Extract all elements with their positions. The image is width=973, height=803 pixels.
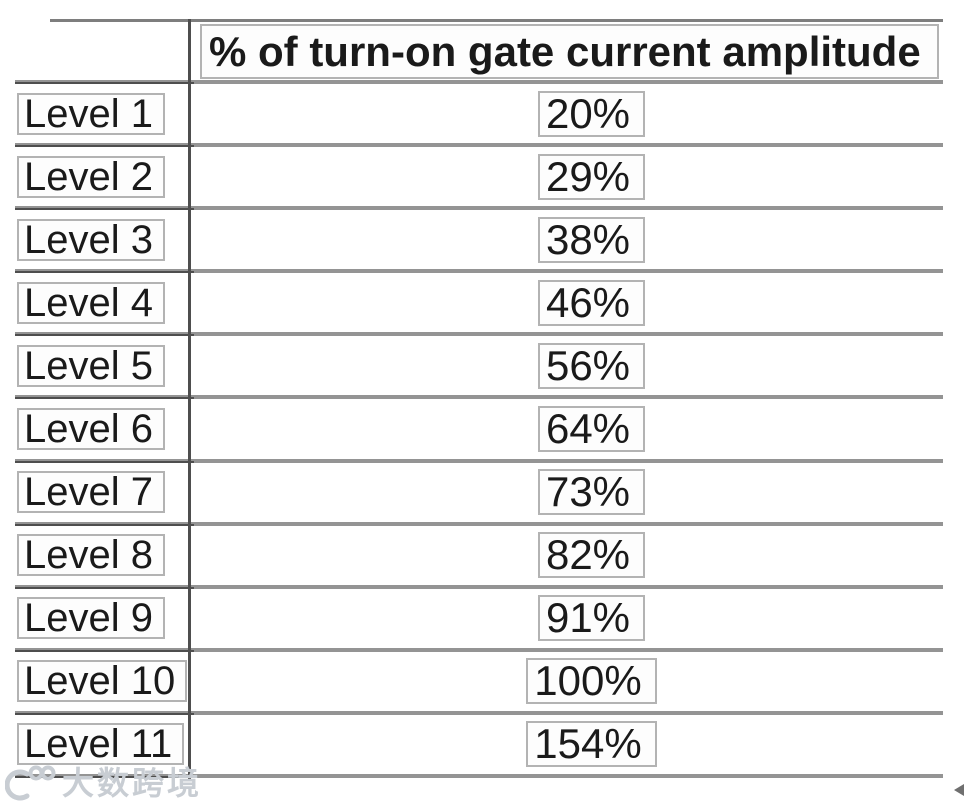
level-label: Level 1 [17,92,165,135]
percent-value: 73% [537,469,646,516]
table-row: Level 6 64% [15,399,943,458]
level-label-cell: Level 9 [15,589,188,648]
percent-value: 38% [537,216,646,263]
gate-current-levels-table: % of turn-on gate current amplitude Leve… [15,19,943,779]
header-value-cell: % of turn-on gate current amplitude [188,22,943,80]
left-triangle-icon [954,784,964,796]
row-rule [15,774,943,779]
table-row: Level 8 82% [15,526,943,585]
percent-value-cell: 91% [188,589,943,648]
percent-value: 20% [537,90,646,137]
percent-value: 56% [537,342,646,389]
level-label: Level 5 [17,344,165,387]
infinity-c-logo-icon [4,764,57,802]
level-label-cell: Level 5 [15,336,188,395]
table-row: Level 10 100% [15,652,943,711]
table-row: Level 9 91% [15,589,943,648]
percent-value-cell: 73% [188,463,943,522]
header-bottom-rule [15,80,943,84]
percent-value: 100% [526,658,657,705]
table-row: Level 2 29% [15,147,943,206]
row-rule [15,143,943,148]
row-rule [15,521,943,526]
table-row: Level 4 46% [15,273,943,332]
percent-value-cell: 20% [188,84,943,143]
row-rule [15,269,943,274]
row-rule [15,584,943,589]
row-rule [15,332,943,337]
percent-value-cell: 38% [188,210,943,269]
level-label-cell: Level 1 [15,84,188,143]
level-label: Level 6 [17,408,165,451]
level-label: Level 10 [17,660,188,703]
row-rule [15,206,943,211]
table-body: Level 1 20% Level 2 29% Level 3 38% Leve… [15,84,943,779]
column-divider [188,19,191,779]
table-row: Level 5 56% [15,336,943,395]
percent-value-cell: 82% [188,526,943,585]
table-header-row: % of turn-on gate current amplitude [15,22,943,80]
level-label: Level 7 [17,471,165,514]
level-label: Level 8 [17,534,165,577]
level-label-cell: Level 7 [15,463,188,522]
percent-value-cell: 64% [188,399,943,458]
header-empty-cell [15,22,188,80]
percent-value-cell: 154% [188,715,943,774]
level-label-cell: Level 10 [15,652,188,711]
percent-value-cell: 56% [188,336,943,395]
level-label: Level 3 [17,218,165,261]
percent-value-cell: 46% [188,273,943,332]
percent-value: 154% [526,721,657,768]
level-label: Level 2 [17,155,165,198]
percent-value: 46% [537,279,646,326]
table-row: Level 11 154% [15,715,943,774]
level-label: Level 9 [17,597,165,640]
row-rule [15,395,943,400]
level-label-cell: Level 11 [15,715,188,774]
table-row: Level 1 20% [15,84,943,143]
percent-value: 91% [537,595,646,642]
level-label-cell: Level 8 [15,526,188,585]
level-label-cell: Level 6 [15,399,188,458]
row-rule [15,647,943,652]
level-label-cell: Level 3 [15,210,188,269]
watermark: 大数跨境 [4,764,203,802]
table-row: Level 3 38% [15,210,943,269]
row-rule [15,458,943,463]
level-label-cell: Level 4 [15,273,188,332]
percent-value: 64% [537,406,646,453]
column-header-gate-current-amplitude: % of turn-on gate current amplitude [200,23,939,79]
percent-value: 29% [537,153,646,200]
level-label: Level 4 [17,281,165,324]
table-row: Level 7 73% [15,463,943,522]
percent-value-cell: 100% [188,652,943,711]
level-label-cell: Level 2 [15,147,188,206]
table-top-rule [50,19,943,22]
row-rule [15,710,943,715]
percent-value-cell: 29% [188,147,943,206]
percent-value: 82% [537,532,646,579]
watermark-text: 大数跨境 [62,765,203,801]
level-label: Level 11 [17,723,185,766]
